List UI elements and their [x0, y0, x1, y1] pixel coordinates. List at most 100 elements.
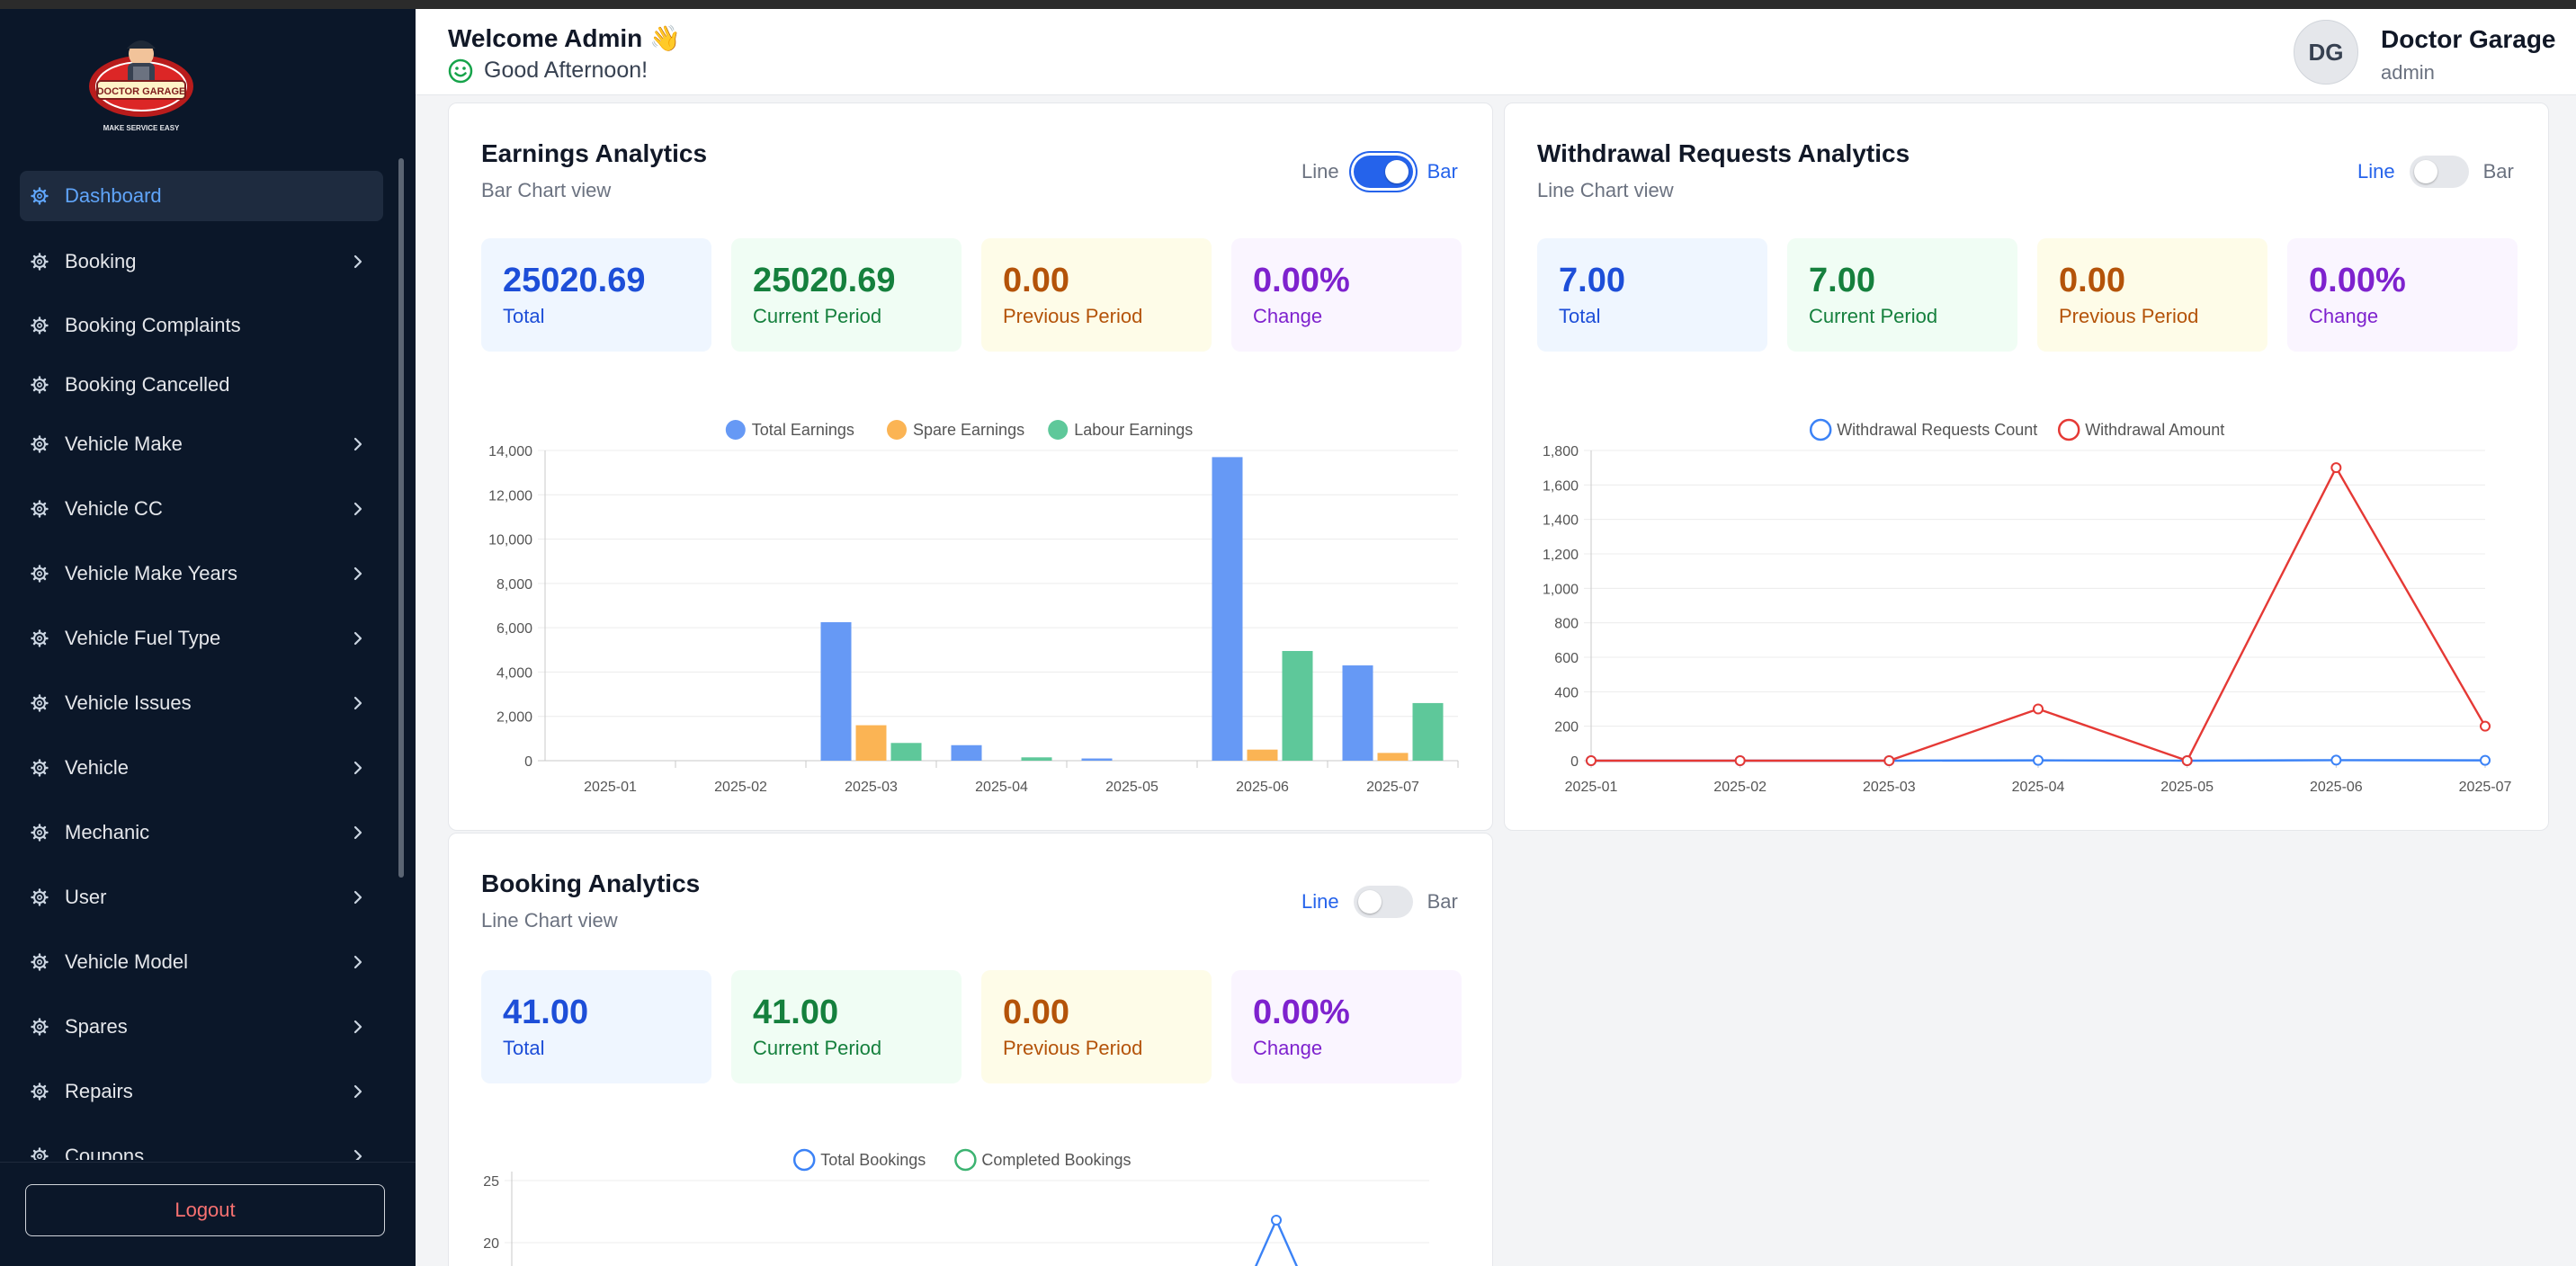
- sidebar-item-label: Booking Complaints: [65, 314, 241, 336]
- bar-labour-earnings: [890, 743, 922, 761]
- toggle-knob: [1357, 890, 1382, 914]
- x-tick-label: 2025-06: [1236, 780, 1289, 795]
- earnings-toggle-switch[interactable]: [1353, 156, 1413, 188]
- bar-total-earnings: [1212, 457, 1243, 761]
- sidebar-item-label: Mechanic: [65, 821, 150, 843]
- stat-label: Change: [2309, 305, 2379, 327]
- withdrawal-title: Withdrawal Requests Analytics: [1537, 139, 1910, 167]
- data-point: [2480, 754, 2491, 766]
- sidebar-item-label: Booking Cancelled: [65, 373, 230, 396]
- avatar[interactable]: DG: [2294, 20, 2358, 85]
- sidebar-item-spares[interactable]: Spares: [20, 1002, 383, 1052]
- y-tick-label: 20: [483, 1236, 499, 1252]
- booking-chart-toggle: Line Bar: [1301, 886, 1458, 918]
- bar-spare-earnings: [1247, 749, 1278, 761]
- sidebar-item-vehicle-fuel-type[interactable]: Vehicle Fuel Type: [20, 613, 383, 664]
- stat-current-period: 25020.69 Current Period: [731, 238, 962, 352]
- legend-label: Total Earnings: [752, 421, 854, 439]
- toggle-bar-label[interactable]: Bar: [1427, 890, 1458, 913]
- stat-value: 0.00%: [1253, 262, 1350, 299]
- stat-label: Previous Period: [1003, 1037, 1143, 1059]
- booking-analytics-card: Booking Analytics Line Chart view Line B…: [448, 833, 1493, 1266]
- gear-icon: [31, 565, 49, 583]
- stat-label: Change: [1253, 305, 1323, 327]
- stat-previous-period: 0.00 Previous Period: [981, 970, 1212, 1083]
- stat-label: Previous Period: [1003, 305, 1143, 327]
- toggle-bar-label[interactable]: Bar: [2482, 160, 2514, 183]
- sidebar-item-booking[interactable]: Booking: [20, 236, 383, 287]
- sidebar-item-mechanic[interactable]: Mechanic: [20, 807, 383, 858]
- legend-swatch: [792, 1148, 816, 1172]
- y-tick-label: 4,000: [496, 665, 532, 681]
- chevron-right-icon: [349, 888, 367, 906]
- greeting-text: Good Afternoon!: [484, 58, 648, 83]
- sidebar-item-label: Vehicle CC: [65, 497, 163, 520]
- stat-label: Total: [1559, 305, 1601, 327]
- withdrawal-line-chart: 0 200 400 600 800 1,000 1,200 1,400 1,600 1,800 20…: [1543, 418, 2511, 795]
- chevron-right-icon: [349, 1083, 367, 1101]
- booking-subtitle: Line Chart view: [481, 909, 618, 932]
- legend-label: Spare Earnings: [913, 421, 1024, 439]
- x-tick-label: 2025-03: [845, 780, 898, 795]
- sidebar-divider: [0, 1162, 416, 1163]
- y-tick-label: 25: [483, 1174, 499, 1190]
- sidebar-item-booking-complaints[interactable]: Booking Complaints: [20, 300, 383, 351]
- logout-button[interactable]: Logout: [25, 1184, 385, 1236]
- toggle-knob: [2413, 160, 2437, 183]
- chevron-right-icon: [349, 953, 367, 971]
- stat-previous-period: 0.00 Previous Period: [981, 238, 1212, 352]
- stat-current-period: 7.00 Current Period: [1787, 238, 2017, 352]
- stat-current-period: 41.00 Current Period: [731, 970, 962, 1083]
- gear-icon: [31, 316, 49, 334]
- top-header: Welcome Admin 👋 Good Afternoon! DG Docto…: [416, 9, 2576, 95]
- sidebar-item-user[interactable]: User: [20, 872, 383, 923]
- sidebar-item-vehicle-cc[interactable]: Vehicle CC: [20, 484, 383, 534]
- bar-labour-earnings: [1021, 757, 1052, 761]
- stat-value: 41.00: [753, 994, 839, 1031]
- sidebar-scrollbar[interactable]: [398, 158, 404, 878]
- chevron-right-icon: [349, 824, 367, 842]
- legend-swatch: [2057, 418, 2080, 441]
- gear-icon: [31, 759, 49, 777]
- sidebar-item-repairs[interactable]: Repairs: [20, 1066, 383, 1117]
- legend-swatch: [1048, 420, 1069, 440]
- withdrawal-toggle-switch[interactable]: [2409, 156, 2469, 188]
- doctor-garage-logo[interactable]: DOCTOR GARAGE MAKE SERVICE EASY: [83, 23, 200, 138]
- sidebar-item-label: Vehicle Model: [65, 950, 188, 973]
- sidebar-item-label: Booking: [65, 250, 137, 272]
- chevron-right-icon: [349, 694, 367, 712]
- sidebar-item-vehicle-make-years[interactable]: Vehicle Make Years: [20, 548, 383, 599]
- data-point: [1883, 755, 1895, 766]
- toggle-line-label[interactable]: Line: [1301, 160, 1339, 183]
- booking-toggle-switch[interactable]: [1353, 886, 1413, 918]
- y-tick-label: 1,200: [1543, 548, 1579, 563]
- legend-label: Withdrawal Requests Count: [1837, 421, 2037, 439]
- gear-icon: [31, 187, 49, 205]
- smile-icon: [448, 58, 473, 83]
- sidebar-item-booking-cancelled[interactable]: Booking Cancelled: [20, 360, 383, 410]
- sidebar-item-dashboard[interactable]: Dashboard: [20, 171, 383, 221]
- logo-tagline: MAKE SERVICE EASY: [103, 124, 180, 132]
- gear-icon: [31, 1018, 49, 1036]
- sidebar-nav: Dashboard Booking Booking Complaints Bookin…: [0, 162, 396, 1160]
- stat-value: 7.00: [1809, 262, 1875, 299]
- booking-title: Booking Analytics: [481, 869, 701, 897]
- sidebar-item-coupons[interactable]: Coupons: [20, 1131, 383, 1160]
- sidebar-item-vehicle-model[interactable]: Vehicle Model: [20, 937, 383, 987]
- bar-spare-earnings: [855, 725, 887, 761]
- toggle-bar-label[interactable]: Bar: [1427, 160, 1458, 183]
- sidebar-item-vehicle[interactable]: Vehicle: [20, 743, 383, 793]
- x-tick-label: 2025-02: [714, 780, 767, 795]
- data-point: [2033, 703, 2044, 715]
- sidebar-item-vehicle-make[interactable]: Vehicle Make: [20, 419, 383, 469]
- withdrawal-analytics-card: Withdrawal Requests Analytics Line Chart…: [1504, 103, 2549, 831]
- sidebar-item-vehicle-issues[interactable]: Vehicle Issues: [20, 678, 383, 728]
- y-tick-label: 6,000: [496, 621, 532, 637]
- user-name: Doctor Garage: [2381, 25, 2556, 53]
- stat-total: 25020.69 Total: [481, 238, 711, 352]
- toggle-line-label[interactable]: Line: [1301, 890, 1339, 913]
- legend-label: Completed Bookings: [981, 1151, 1131, 1169]
- earnings-bar-chart: 0 2,000 4,000 6,000 8,000 10,000 12,000 14,000 2…: [488, 420, 1459, 795]
- toggle-line-label[interactable]: Line: [2357, 160, 2395, 183]
- x-tick-label: 2025-01: [584, 780, 637, 795]
